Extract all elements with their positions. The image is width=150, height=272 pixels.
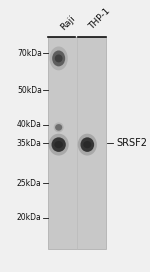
Text: 35kDa: 35kDa [17,139,42,148]
Ellipse shape [54,141,63,148]
Ellipse shape [52,51,65,66]
Text: 25kDa: 25kDa [17,179,42,188]
Ellipse shape [49,134,69,156]
Ellipse shape [54,122,64,132]
Text: SRSF2: SRSF2 [116,138,147,148]
Ellipse shape [55,124,62,131]
Ellipse shape [80,137,94,152]
Text: 50kDa: 50kDa [17,86,42,95]
Ellipse shape [51,137,66,152]
Ellipse shape [78,134,97,156]
Text: THP-1: THP-1 [87,7,112,32]
Text: 40kDa: 40kDa [17,120,42,129]
FancyBboxPatch shape [48,37,106,249]
Ellipse shape [50,47,68,70]
Text: 70kDa: 70kDa [17,49,42,58]
Text: Raji: Raji [59,14,77,32]
Ellipse shape [55,54,63,62]
Ellipse shape [83,141,91,148]
Text: 20kDa: 20kDa [17,213,42,222]
